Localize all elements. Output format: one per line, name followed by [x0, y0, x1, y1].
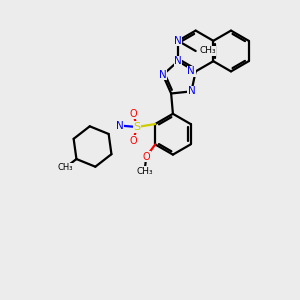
- Text: CH₃: CH₃: [136, 167, 153, 176]
- Text: N: N: [116, 121, 123, 130]
- Text: S: S: [133, 122, 140, 132]
- Text: N: N: [174, 56, 182, 66]
- Text: CH₃: CH₃: [199, 46, 216, 56]
- Text: N: N: [174, 36, 182, 46]
- Text: N: N: [159, 70, 167, 80]
- Text: N: N: [188, 86, 195, 96]
- Text: O: O: [130, 109, 137, 118]
- Text: N: N: [159, 70, 167, 80]
- Text: N: N: [187, 66, 195, 76]
- Text: O: O: [142, 152, 150, 162]
- Text: CH₃: CH₃: [57, 163, 73, 172]
- Text: O: O: [130, 136, 137, 146]
